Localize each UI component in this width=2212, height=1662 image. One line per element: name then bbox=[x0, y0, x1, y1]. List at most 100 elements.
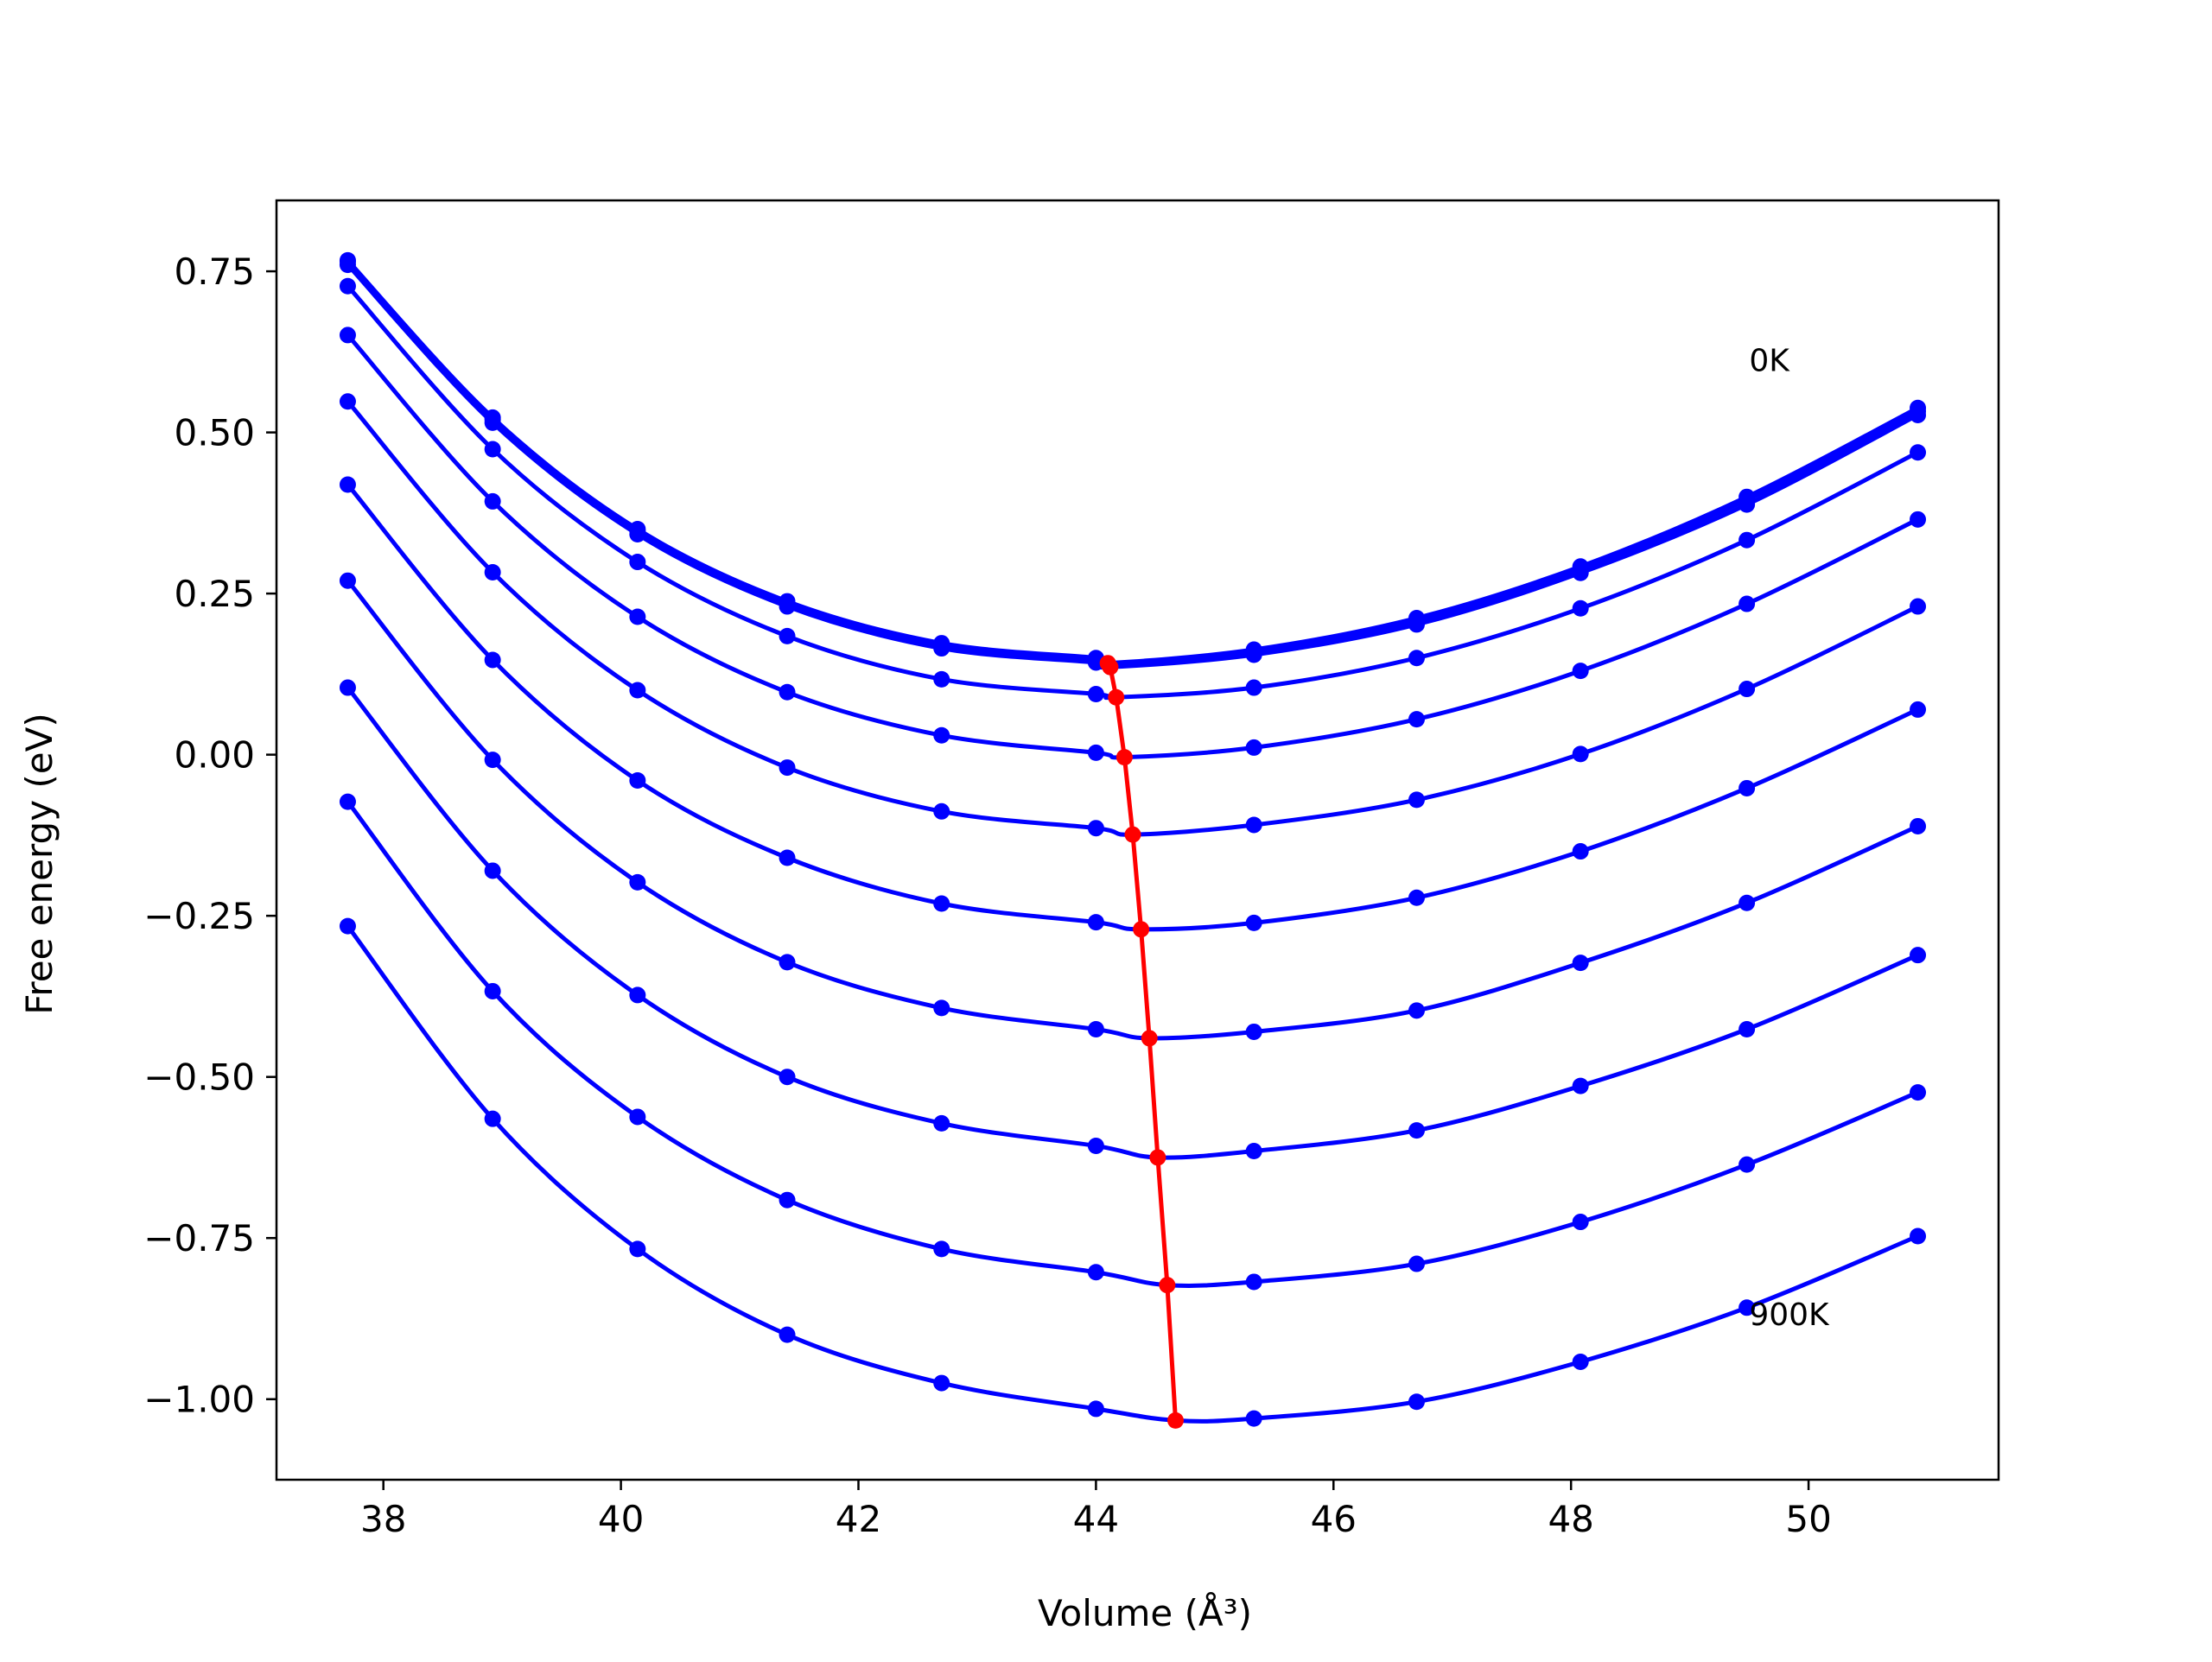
fit-curve bbox=[346, 686, 1919, 1160]
data-point bbox=[1408, 1002, 1426, 1019]
data-point bbox=[1087, 1020, 1104, 1037]
data-point bbox=[484, 441, 501, 458]
data-point bbox=[1572, 1353, 1589, 1370]
data-point bbox=[1910, 1227, 1927, 1245]
data-point bbox=[629, 608, 646, 625]
data-point bbox=[629, 525, 646, 542]
data-point bbox=[933, 802, 950, 820]
data-point bbox=[1408, 791, 1426, 809]
data-point bbox=[1738, 1156, 1756, 1173]
data-point bbox=[933, 1114, 950, 1132]
data-point bbox=[1087, 654, 1104, 671]
fit-curve bbox=[346, 579, 1919, 1041]
x-tick-label: 44 bbox=[1073, 1498, 1119, 1540]
data-point bbox=[779, 627, 796, 644]
y-tick-label: −1.00 bbox=[143, 1379, 255, 1421]
equilibrium-point bbox=[1102, 658, 1119, 676]
data-point bbox=[1087, 1400, 1104, 1418]
equilibrium-point bbox=[1166, 1411, 1184, 1429]
data-point bbox=[484, 414, 501, 431]
data-point bbox=[1910, 406, 1927, 423]
data-points bbox=[339, 251, 1927, 1427]
data-point bbox=[1245, 1142, 1262, 1159]
x-axis-label-unit: (Å³) bbox=[1185, 1591, 1252, 1634]
equilibrium-point bbox=[1141, 1030, 1158, 1047]
data-point bbox=[933, 895, 950, 912]
fit-curve bbox=[346, 263, 1919, 670]
equilibrium-line bbox=[1099, 655, 1184, 1429]
data-point bbox=[484, 982, 501, 999]
data-point bbox=[779, 598, 796, 615]
data-point bbox=[779, 954, 796, 971]
fit-curves bbox=[346, 258, 1919, 1424]
data-point bbox=[1408, 711, 1426, 728]
data-point bbox=[1910, 444, 1927, 461]
data-point bbox=[629, 1240, 646, 1258]
data-point bbox=[1245, 646, 1262, 663]
annotation-label: 900K bbox=[1749, 1297, 1830, 1333]
x-tick-label: 42 bbox=[836, 1498, 881, 1540]
data-point bbox=[484, 862, 501, 879]
data-point bbox=[1572, 955, 1589, 972]
data-point bbox=[484, 1110, 501, 1127]
data-point bbox=[1738, 1299, 1756, 1316]
data-point bbox=[339, 917, 356, 935]
data-point bbox=[1910, 947, 1927, 964]
data-point bbox=[1408, 1122, 1426, 1139]
data-point bbox=[933, 999, 950, 1017]
data-point bbox=[779, 849, 796, 866]
fit-curve bbox=[346, 258, 1919, 666]
data-point bbox=[1408, 650, 1426, 667]
data-point bbox=[1738, 1020, 1756, 1037]
data-point bbox=[339, 572, 356, 589]
fit-curve bbox=[346, 483, 1919, 932]
equilibrium-point bbox=[1159, 1277, 1176, 1294]
data-point bbox=[1910, 511, 1927, 528]
data-point bbox=[629, 986, 646, 1004]
data-point bbox=[1910, 817, 1927, 834]
data-point bbox=[779, 683, 796, 701]
data-point bbox=[1738, 531, 1756, 549]
annotation-label: 0K bbox=[1749, 344, 1790, 379]
annotations: 0K 900K bbox=[1749, 344, 1830, 1333]
data-point bbox=[339, 257, 356, 274]
data-point bbox=[1408, 889, 1426, 906]
data-point bbox=[339, 793, 356, 810]
y-tick-label: 0.75 bbox=[174, 251, 255, 293]
x-tick-label: 48 bbox=[1548, 1498, 1593, 1540]
data-point bbox=[339, 277, 356, 295]
equilibrium-point bbox=[1116, 749, 1133, 766]
data-point bbox=[1087, 686, 1104, 703]
fit-curve bbox=[346, 333, 1919, 760]
data-point bbox=[1572, 843, 1589, 860]
data-point bbox=[1245, 1410, 1262, 1427]
data-point bbox=[1572, 663, 1589, 680]
data-point bbox=[1245, 914, 1262, 931]
data-point bbox=[1245, 679, 1262, 696]
data-point bbox=[1738, 779, 1756, 796]
data-point bbox=[1572, 599, 1589, 617]
x-axis-label-text: Volume bbox=[1038, 1592, 1173, 1634]
equilibrium-point bbox=[1108, 688, 1125, 706]
x-tick-label: 38 bbox=[360, 1498, 406, 1540]
data-point bbox=[933, 1374, 950, 1392]
data-point bbox=[779, 1191, 796, 1208]
data-point bbox=[1572, 745, 1589, 763]
y-tick-label: 0.50 bbox=[174, 412, 255, 454]
data-point bbox=[1087, 744, 1104, 761]
axes: 38 40 42 44 46 48 50 0.75 0.50 0.25 0.00 −0.25 −0.50… bbox=[143, 199, 2000, 1540]
data-point bbox=[629, 771, 646, 789]
data-point bbox=[1738, 894, 1756, 911]
data-point bbox=[1738, 681, 1756, 698]
data-point bbox=[1245, 739, 1262, 756]
data-point bbox=[1245, 1273, 1262, 1291]
y-tick-label: −0.50 bbox=[143, 1056, 255, 1099]
equilibrium-polyline bbox=[1105, 662, 1178, 1421]
data-point bbox=[779, 1069, 796, 1086]
equilibrium-point bbox=[1133, 921, 1150, 938]
data-point bbox=[1087, 1138, 1104, 1155]
data-point bbox=[933, 726, 950, 744]
data-point bbox=[1910, 701, 1927, 718]
data-point bbox=[484, 651, 501, 669]
